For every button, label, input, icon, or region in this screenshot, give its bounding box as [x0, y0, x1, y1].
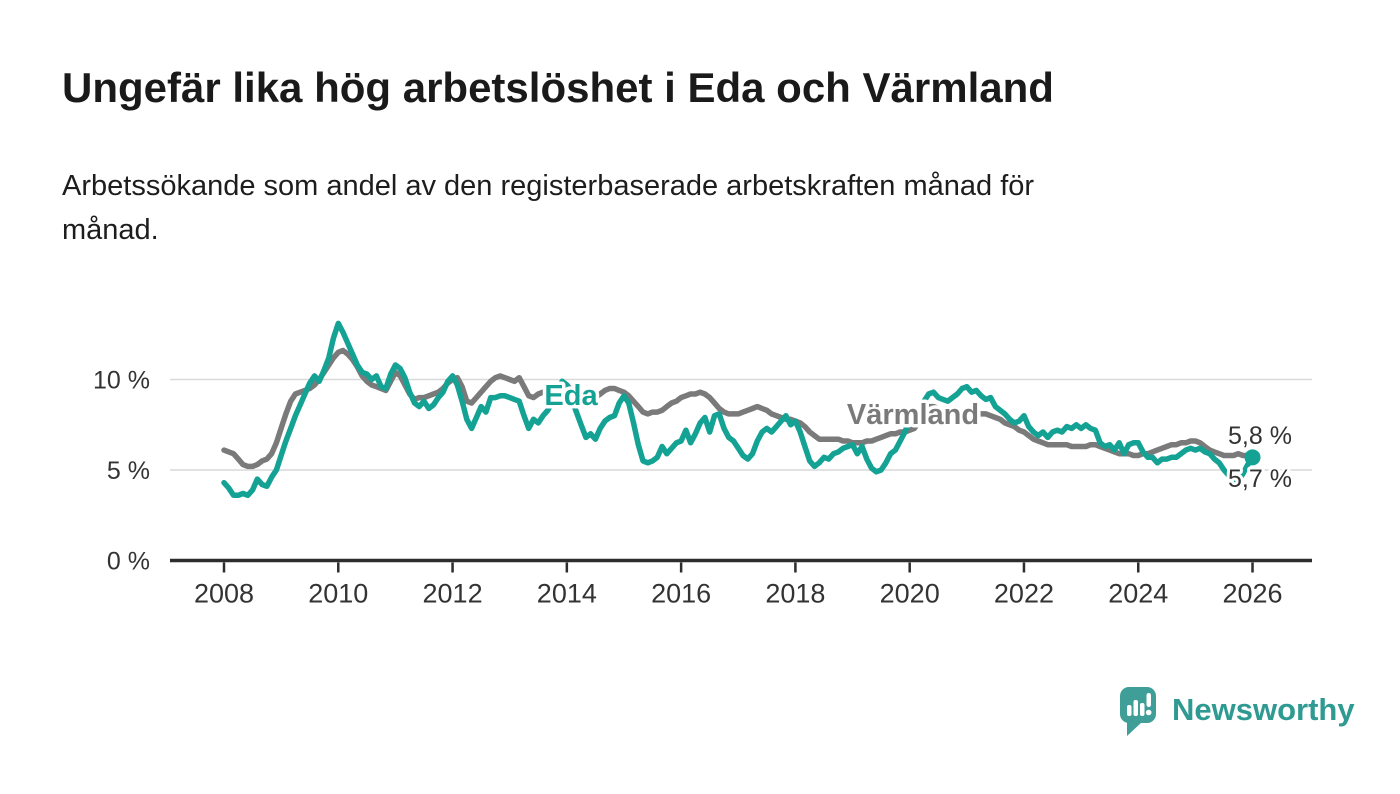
- x-tick-label: 2014: [537, 579, 597, 609]
- series-label-eda: Eda: [544, 380, 598, 412]
- x-tick-label: 2008: [194, 579, 254, 609]
- x-tick-label: 2018: [765, 579, 825, 609]
- brand-name: Newsworthy: [1172, 692, 1355, 727]
- x-tick-label: 2024: [1108, 579, 1168, 609]
- series-line-vrmland: [221, 347, 1256, 470]
- chart-subtitle-line2: månad.: [62, 214, 159, 246]
- end-marker-dot: [1244, 449, 1261, 466]
- end-value-label-eda: 5,7 %: [1228, 465, 1292, 493]
- x-tick-label: 2016: [651, 579, 711, 609]
- chart-svg: 2008 2010 2012 2014 2016 2018 2020 2022 2024 2026…: [93, 320, 1312, 609]
- x-tick-label: 2010: [308, 579, 368, 609]
- x-tick-label: 2012: [423, 579, 483, 609]
- y-tick-label: 10 %: [93, 367, 150, 395]
- x-tick-label: 2026: [1222, 579, 1282, 609]
- chart-subtitle: Arbetssökande som andel av den registerb…: [62, 164, 1302, 252]
- x-tick-label: 2020: [880, 579, 940, 609]
- series-line-eda: [221, 320, 1256, 499]
- line-chart: 2008 2010 2012 2014 2016 2018 2020 2022 2024 2026…: [0, 290, 1400, 630]
- page-title: Ungefär lika hög arbetslöshet i Eda och …: [62, 64, 1054, 111]
- y-tick-label: 0 %: [107, 548, 150, 576]
- y-tick-label: 5 %: [107, 457, 150, 485]
- x-tick-label: 2022: [994, 579, 1054, 609]
- series-label-vrmland: Värmland: [847, 399, 979, 431]
- end-value-label-vrmland: 5,8 %: [1228, 422, 1292, 450]
- chart-subtitle-line1: Arbetssökande som andel av den registerb…: [62, 170, 1035, 202]
- brand-footer: Newsworthy: [1118, 686, 1355, 742]
- newsworthy-logo-icon: [1120, 687, 1156, 736]
